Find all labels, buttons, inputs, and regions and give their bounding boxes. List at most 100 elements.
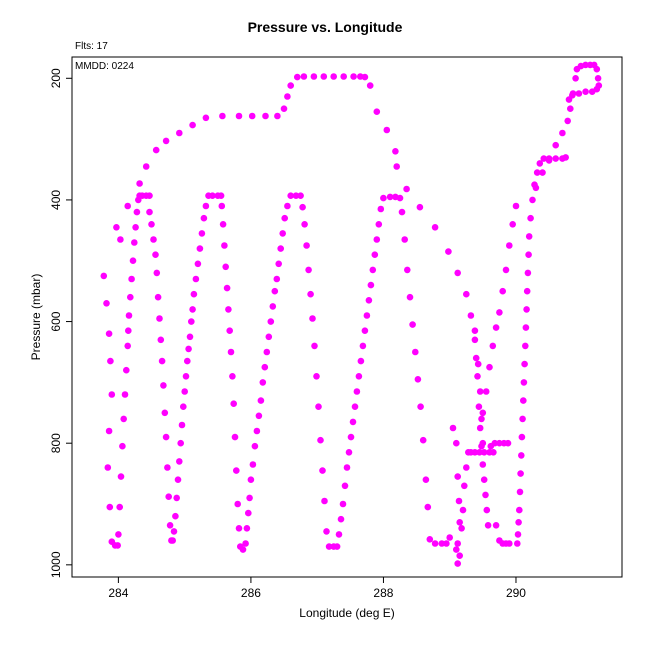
data-point [152,251,159,258]
data-point [287,82,295,89]
data-point [496,439,503,447]
data-point [230,400,237,408]
data-point [248,112,256,120]
data-point [454,269,462,277]
data-point [567,105,574,112]
data-point [514,540,521,547]
data-point [491,439,499,447]
data-point [176,129,183,137]
data-point [361,73,369,81]
data-point [582,88,589,95]
data-point [227,348,235,356]
data-point [194,260,202,268]
data-point [512,202,520,210]
data-point [297,192,304,199]
data-point [280,105,288,112]
data-point [545,157,553,164]
data-point [225,306,232,313]
data-point [478,415,485,423]
data-point [593,65,601,73]
data-point [478,442,485,450]
data-point [337,515,345,523]
data-point [519,415,526,423]
data-point [249,461,257,468]
data-point [476,449,483,456]
y-tick-label: 1000 [49,551,63,578]
data-point [116,503,123,511]
data-point [189,306,196,313]
data-point [453,439,460,447]
data-point [539,169,546,176]
data-point [562,154,569,161]
data-point [202,202,210,210]
data-point [353,388,361,395]
data-point [150,236,157,243]
data-point [169,537,176,544]
data-point [365,297,373,304]
data-point [131,239,138,246]
data-point [279,230,287,237]
data-point [422,476,430,484]
data-point [323,528,330,535]
data-point [148,221,155,228]
data-point [164,464,171,471]
data-point [504,439,512,447]
data-point [325,543,333,550]
data-point [188,318,195,325]
data-point [371,251,379,258]
data-point [311,342,318,350]
data-point [160,382,167,389]
data-point [277,245,285,252]
data-point [106,503,114,511]
data-point [114,542,121,549]
data-point [105,330,113,338]
data-point [524,269,532,277]
data-point [492,324,500,331]
data-point [117,236,124,243]
data-point [263,348,271,356]
plot-frame [71,56,623,578]
data-point [190,290,198,298]
data-point [496,309,503,316]
data-point [257,397,265,404]
data-point [480,476,488,484]
data-point [174,476,182,484]
data-point [438,540,446,547]
data-point [474,360,482,368]
data-point [343,464,351,471]
data-point [572,75,579,82]
data-point [317,436,324,444]
data-point [129,257,137,265]
data-point [274,112,281,120]
data-point [287,192,295,199]
data-point [153,269,161,277]
data-point [180,403,187,411]
data-point [521,360,528,368]
data-point [559,129,566,137]
data-point [456,519,464,526]
data-point [351,403,359,411]
data-point [489,342,497,350]
x-axis: 284 286 288 290 [108,577,526,600]
data-point [103,300,110,307]
data-point [223,284,231,292]
data-point [536,160,544,167]
x-tick-label: 284 [108,586,128,600]
y-axis-title: Pressure (mbar) [29,274,43,361]
data-point [482,388,490,395]
data-point [162,433,170,441]
data-point [514,531,522,538]
data-point [219,112,226,120]
data-point [471,449,479,456]
data-point [177,439,184,447]
data-point [315,403,322,411]
data-point [479,461,487,468]
data-point [506,540,513,547]
data-point [265,333,273,341]
data-point [284,202,291,210]
data-point [479,409,487,417]
data-point [476,424,484,432]
data-point [564,117,571,125]
data-point [255,412,263,420]
data-point [393,163,401,170]
